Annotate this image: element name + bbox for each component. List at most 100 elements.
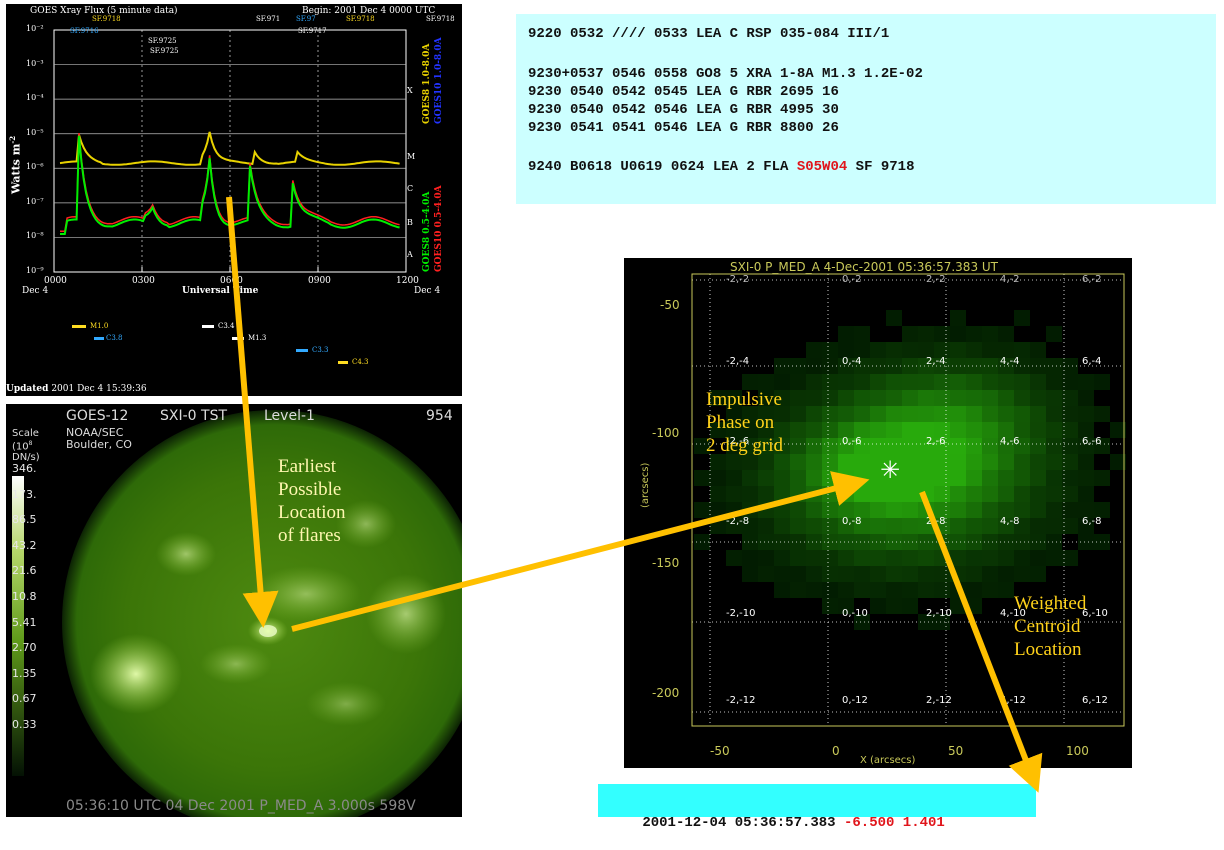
scale-units: (108 (12, 440, 33, 453)
goes8-long-series (59, 131, 400, 166)
zoom-xtick: -50 (710, 744, 730, 758)
grid-label: 6,-10 (1082, 608, 1108, 619)
grid-label: 2,-10 (926, 608, 952, 619)
flare-class-bar (94, 337, 104, 340)
report-line-flare: 9240 B0618 U0619 0624 LEA 2 FLA S05W04 S… (528, 159, 915, 175)
event-label: SF.9718 (92, 15, 121, 23)
grid-label: 2,-12 (926, 695, 952, 706)
updated-stamp: Updated 2001 Dec 4 15:39:36 (6, 384, 147, 394)
grid-label: 6,-6 (1082, 436, 1102, 447)
grid-label: 4,-12 (1000, 695, 1026, 706)
grid-label: 0,-6 (842, 436, 862, 447)
event-label: SF.9718 (426, 15, 455, 23)
zoom-xtick: 0 (832, 744, 840, 758)
flare-location: S05W04 (796, 159, 848, 175)
goes-ylabel: Watts m-2 (8, 135, 23, 194)
grid-label: -2,-4 (726, 356, 750, 367)
goes-ytick: 10⁻⁷ (26, 196, 44, 206)
flare-class-bar (338, 361, 348, 364)
report-line: 9230 0540 0542 0546 LEA G RBR 4995 30 (528, 102, 839, 118)
event-label: SF.9717 (298, 27, 327, 35)
goes-ytick: 10⁻³ (26, 58, 44, 68)
goes-plot-begin: Begin: 2001 Dec 4 0000 UTC (302, 6, 436, 16)
solar-disk (12, 410, 462, 817)
scale-tick: 43.2 (12, 538, 37, 552)
goes-xtick: 1200 (396, 276, 419, 286)
grid-label: 0,-4 (842, 356, 862, 367)
goes-xtick: 0600 (220, 276, 243, 286)
goes-xray-flux-panel: GOES Xray Flux (5 minute data) Begin: 20… (6, 4, 462, 396)
zoom-xtick: 100 (1066, 744, 1089, 758)
event-label: SF.9716 (70, 27, 99, 35)
scale-tick: 5.41 (12, 615, 37, 629)
class-m: M (407, 152, 416, 161)
zoom-xtick: 50 (948, 744, 964, 758)
class-x: X (407, 86, 413, 95)
goes-xtick: 0300 (132, 276, 155, 286)
scale-tick: 1.35 (12, 666, 37, 680)
zoom-ytick: -200 (652, 686, 680, 700)
sxi-instrument-label: SXI-0 TST (160, 408, 228, 424)
goes-xdate-left: Dec 4 (22, 286, 49, 296)
scale-tick: 173. (12, 487, 37, 501)
flare-class-bar (72, 325, 86, 328)
zoom-plot (691, 273, 1126, 727)
flare-class-label: M1.0 (90, 322, 109, 330)
annotation-weighted: Weighted Centroid Location (1014, 593, 1087, 660)
flare-class-label: M1.3 (248, 334, 267, 342)
zoom-xlabel: X (arcsecs) (860, 755, 916, 766)
report-line: 9230 0540 0542 0545 LEA G RBR 2695 16 (528, 84, 839, 100)
grid-label: 6,-8 (1082, 516, 1102, 527)
grid-label: 0,-12 (842, 695, 868, 706)
annotation-impulsive: Impulsive Phase on 2 deg grid (706, 389, 784, 456)
grid-label: 2,-2 (926, 274, 946, 285)
goes10-short-label: GOES10 0.5-4.0A (434, 185, 444, 272)
goes-plot-title: GOES Xray Flux (5 minute data) (30, 6, 178, 16)
sxi-full-disk-image: GOES-12 SXI-0 TST Level-1 954 NOAA/SEC B… (6, 404, 462, 817)
event-label: SF.9725 (148, 37, 177, 45)
goes-xdate-right: Dec 4 (414, 286, 441, 296)
result-values: -6.500 1.401 (843, 815, 945, 831)
goes-ytick: 10⁻⁹ (26, 266, 44, 275)
grid-label: 4,-6 (1000, 436, 1020, 447)
zoom-ytick: -100 (652, 426, 680, 440)
flare-class-label: C3.3 (312, 346, 329, 354)
report-line: 9230+0537 0546 0558 GO8 5 XRA 1-8A M1.3 … (528, 66, 923, 82)
scale-tick: 0.33 (12, 718, 37, 731)
grid-label: 2,-6 (926, 436, 946, 447)
centroid-marker-icon: ✳ (880, 456, 901, 484)
flare-class-label: C3.8 (106, 334, 123, 342)
zoom-ylabel: (arcsecs) (640, 462, 651, 508)
goes-ytick: 10⁻² (26, 24, 44, 33)
grid-label: 0,-8 (842, 516, 862, 527)
grid-label: -2,-8 (726, 516, 750, 527)
event-label: SF.9725 (150, 47, 179, 55)
scale-tick: 346. (12, 462, 37, 475)
report-line: 9220 0532 //// 0533 LEA C RSP 035-084 II… (528, 26, 890, 42)
zoom-ytick: -150 (652, 556, 680, 570)
zoom-ytick: -50 (660, 298, 680, 312)
goes-xlabel: Universal Time (182, 286, 259, 296)
grid-label: -2,-12 (726, 695, 756, 706)
scale-tick: 21.6 (12, 564, 37, 578)
goes-ytick: 10⁻⁸ (26, 231, 44, 241)
flare-class-label: C4.3 (352, 358, 369, 366)
flare-class-label: C3.4 (218, 322, 235, 330)
flare-class-bar (202, 325, 214, 328)
report-line: 9230 0541 0541 0546 LEA G RBR 8800 26 (528, 120, 839, 136)
grid-label: 2,-8 (926, 516, 946, 527)
flare-class-bar (232, 337, 244, 340)
class-b: B (407, 218, 413, 227)
sxi-org: NOAA/SEC (66, 426, 124, 439)
event-label: SF.9718 (346, 15, 375, 23)
goes8-short-label: GOES8 0.5-4.0A (422, 191, 432, 272)
class-c: C (407, 184, 414, 193)
flare-class-bar (296, 349, 308, 352)
grid-label: -2,-6 (726, 436, 750, 447)
grid-label: 6,-4 (1082, 356, 1102, 367)
goes-ytick: 10⁻⁴ (26, 93, 44, 103)
goes10-long-label: GOES10 1.0-8.0A (434, 37, 444, 124)
grid-label: -2,-10 (726, 608, 756, 619)
goes-xtick: 0000 (44, 276, 67, 286)
grid-label: 4,-8 (1000, 516, 1020, 527)
